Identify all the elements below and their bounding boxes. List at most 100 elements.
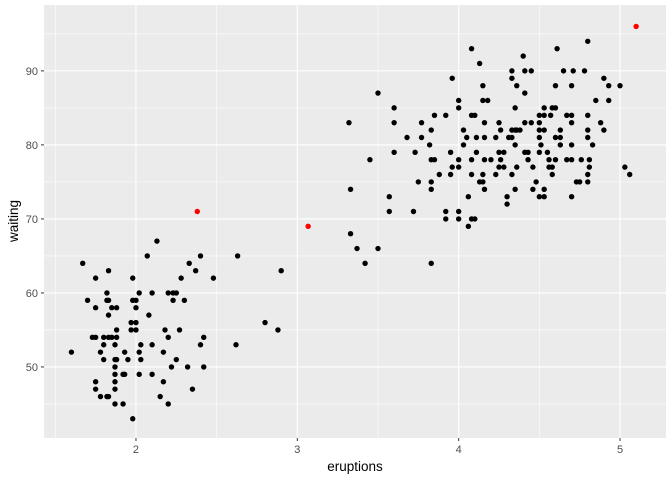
data-point [460, 142, 467, 148]
data-point [449, 75, 455, 81]
x-tick-label: 3 [294, 444, 300, 456]
data-point [386, 194, 392, 200]
y-tick-label: 80 [26, 140, 38, 152]
data-point [501, 149, 507, 155]
data-point [455, 208, 462, 215]
data-point [549, 171, 555, 178]
data-point [138, 342, 144, 348]
data-point [480, 82, 486, 89]
data-point [586, 156, 593, 163]
data-point [473, 134, 480, 141]
data-point [525, 156, 531, 163]
data-point [178, 275, 184, 281]
data-point [585, 127, 591, 133]
data-point [136, 349, 142, 355]
data-point [472, 216, 478, 222]
data-point [347, 186, 354, 193]
data-point [541, 112, 547, 118]
data-point [149, 342, 155, 348]
data-point [426, 142, 433, 148]
data-point [522, 68, 528, 74]
data-point [443, 208, 449, 215]
data-point [362, 260, 368, 267]
data-points [68, 23, 639, 422]
data-point [541, 127, 547, 133]
data-point [606, 97, 612, 104]
data-point [125, 356, 131, 363]
data-point [197, 253, 204, 259]
data-point [447, 171, 454, 178]
data-point [568, 142, 575, 148]
data-point [146, 312, 152, 318]
data-point [514, 82, 520, 89]
data-point [186, 260, 192, 267]
data-point [92, 305, 99, 311]
data-point [120, 401, 126, 407]
x-tick-label: 2 [133, 444, 139, 456]
data-point [391, 105, 397, 111]
data-point [105, 393, 112, 400]
data-point [121, 349, 128, 355]
data-point [564, 112, 570, 118]
data-point [496, 164, 502, 170]
data-point [412, 149, 418, 155]
data-point [149, 290, 155, 296]
data-point [130, 275, 136, 281]
data-point [522, 90, 528, 96]
data-point [80, 260, 86, 267]
data-point [552, 156, 559, 163]
data-point [121, 371, 128, 378]
y-tick-label: 60 [26, 288, 38, 300]
data-point [622, 164, 628, 170]
data-point [509, 134, 515, 141]
data-point [133, 305, 139, 311]
data-point [468, 156, 475, 163]
data-point [210, 275, 217, 281]
data-point [105, 297, 112, 304]
data-point [617, 82, 623, 89]
data-point [234, 253, 241, 259]
data-point [176, 327, 183, 333]
minor-gridlines [44, 5, 666, 438]
data-point [601, 75, 607, 81]
data-point [497, 127, 504, 133]
data-point [536, 194, 543, 200]
data-point [509, 171, 515, 178]
data-point [157, 393, 163, 400]
data-point [410, 208, 417, 215]
data-point [391, 149, 397, 155]
data-point [181, 297, 188, 304]
data-point [165, 401, 171, 407]
data-point [488, 156, 494, 163]
data-point [105, 268, 112, 274]
data-point [544, 149, 551, 155]
data-point [514, 164, 520, 170]
data-point [568, 194, 575, 200]
data-point [476, 60, 483, 67]
data-point [113, 327, 120, 333]
data-point [568, 82, 575, 89]
data-point [481, 186, 488, 193]
data-point [536, 149, 543, 155]
data-point [133, 319, 139, 326]
data-point [415, 179, 422, 185]
data-point [493, 171, 499, 178]
data-point [346, 119, 352, 126]
data-point [109, 334, 115, 341]
data-point [552, 82, 559, 89]
data-point [546, 156, 552, 163]
data-point [418, 119, 425, 126]
data-point [233, 342, 239, 348]
data-point [530, 186, 536, 193]
data-point [447, 149, 454, 155]
data-point [547, 112, 554, 118]
data-point [480, 97, 486, 104]
data-point [354, 245, 360, 252]
data-point [449, 164, 455, 170]
data-point [578, 156, 584, 163]
data-point [568, 156, 575, 163]
data-point [201, 334, 207, 341]
data-point [100, 356, 107, 363]
data-point [160, 379, 167, 385]
